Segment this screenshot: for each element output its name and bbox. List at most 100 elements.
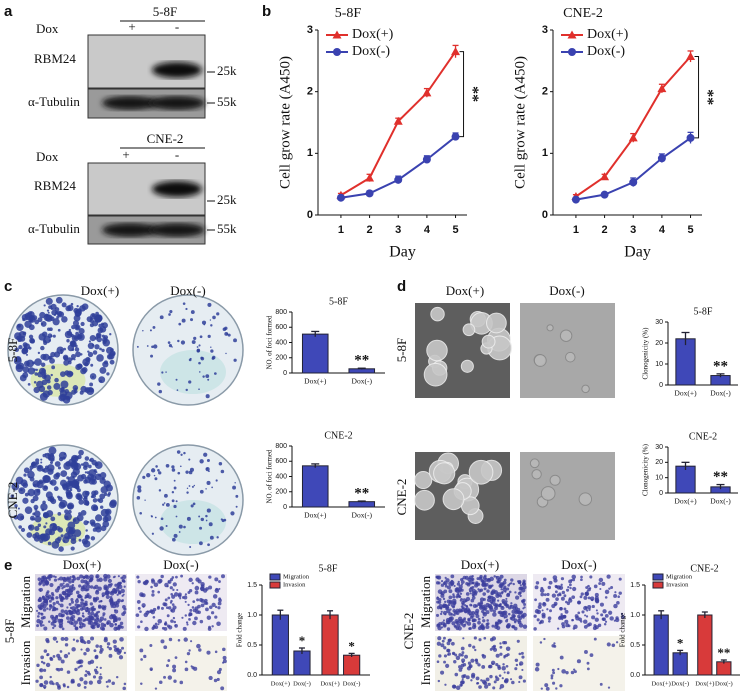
colony: [161, 371, 164, 374]
cell: [188, 612, 193, 616]
cell: [511, 625, 515, 629]
y-tick-label: 0: [283, 504, 287, 511]
cell: [86, 584, 91, 589]
cell: [193, 666, 198, 671]
cell: [473, 636, 477, 640]
colony: [29, 319, 33, 323]
cell: [445, 578, 450, 583]
cell: [443, 581, 446, 585]
cell: [211, 602, 216, 607]
cell: [76, 660, 80, 664]
colony: [32, 512, 36, 516]
cell: [208, 605, 213, 610]
cell: [593, 624, 597, 627]
cell: [547, 616, 552, 621]
colony: [173, 504, 177, 509]
cell: [584, 614, 587, 617]
colony: [25, 353, 29, 356]
blot-treatment: Dox: [36, 149, 59, 164]
colony: [22, 342, 28, 348]
cell: [464, 623, 467, 626]
cell: [206, 650, 211, 655]
cell: [488, 585, 492, 590]
cell: [115, 600, 120, 605]
blot-band: [152, 62, 202, 78]
cell: [618, 577, 622, 581]
decoration: [7, 294, 625, 691]
cell: [111, 681, 115, 685]
cell: [573, 670, 577, 674]
cell: [39, 623, 43, 627]
cell: [123, 607, 127, 611]
cell: [464, 604, 467, 607]
cell: [104, 586, 109, 591]
colony: [159, 526, 164, 531]
colony: [94, 344, 100, 350]
significance-bracket: [694, 56, 700, 139]
cell: [62, 582, 65, 585]
cell: [112, 576, 115, 579]
significance: **: [464, 86, 481, 102]
colony: [100, 322, 105, 326]
cell: [52, 655, 56, 658]
cell: [599, 602, 604, 607]
cell: [109, 602, 114, 607]
cell: [593, 584, 598, 589]
cell: [102, 614, 105, 617]
cell: [163, 626, 168, 631]
colony: [100, 505, 104, 509]
cell: [550, 676, 554, 680]
cell: [63, 653, 69, 659]
cell: [464, 599, 468, 603]
cell: [83, 576, 86, 579]
cell: [565, 670, 569, 675]
colony: [47, 541, 52, 546]
cell: [96, 624, 100, 629]
colony: [14, 332, 22, 340]
cell: [505, 664, 509, 668]
cell: [518, 675, 523, 680]
cell: [183, 637, 188, 642]
cell: [593, 637, 597, 641]
colony: [46, 385, 52, 390]
cell: [189, 608, 193, 612]
x-tick-label: Dox(-): [352, 511, 373, 520]
cell: [535, 662, 540, 667]
cell-line-label: CNE-2: [401, 613, 416, 650]
cell: [113, 626, 118, 631]
cell: [554, 590, 558, 594]
colony: [168, 344, 173, 348]
cell: [570, 670, 575, 675]
panel-label: b: [262, 3, 271, 20]
cell: [171, 594, 176, 599]
cell: [437, 581, 441, 585]
cell: [154, 622, 158, 626]
x-axis-label: Day: [389, 244, 416, 261]
cell: [177, 639, 181, 642]
cell: [220, 686, 225, 691]
cell: [81, 614, 84, 618]
cell: [41, 596, 46, 600]
colony: [48, 339, 51, 342]
cell: [216, 670, 222, 675]
cell: [494, 621, 498, 625]
cell: [185, 621, 189, 624]
cell: [64, 595, 69, 600]
colony: [78, 364, 83, 369]
chart-title: 5-8F: [329, 296, 348, 307]
colony: [78, 328, 85, 335]
y-tick-label: 1: [307, 147, 313, 159]
cell: [591, 615, 596, 620]
cell: [453, 610, 458, 615]
cell: [47, 574, 52, 579]
colony: [202, 375, 205, 378]
cell: [499, 683, 505, 689]
cell: [565, 588, 570, 592]
colony: [78, 499, 84, 505]
cell: [461, 674, 466, 679]
colony: [189, 467, 194, 472]
cell: [491, 636, 497, 641]
marker: [422, 88, 432, 97]
y-tick-label: 200: [275, 489, 287, 496]
colony: [177, 339, 180, 343]
